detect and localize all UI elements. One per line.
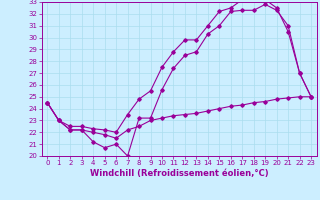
X-axis label: Windchill (Refroidissement éolien,°C): Windchill (Refroidissement éolien,°C) [90,169,268,178]
